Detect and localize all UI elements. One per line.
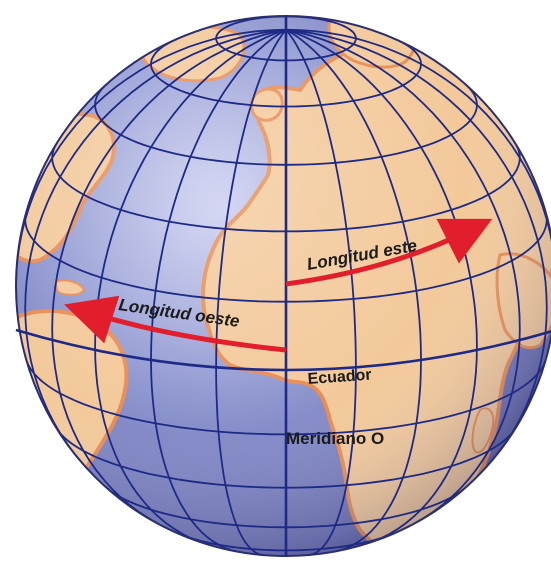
meridian-label: Meridiano O <box>286 429 384 448</box>
meridian-line <box>150 28 287 553</box>
meridian-line <box>24 28 287 465</box>
equator-label: Ecuador <box>307 367 372 388</box>
meridian-line <box>94 28 287 546</box>
meridian-line <box>285 28 422 553</box>
west-longitude-arrow <box>64 295 287 353</box>
meridian-line <box>51 28 287 525</box>
meridian-line <box>285 28 548 465</box>
meridian-line <box>285 28 478 546</box>
east-longitude-arrow <box>285 218 493 287</box>
meridian-line <box>285 28 521 525</box>
